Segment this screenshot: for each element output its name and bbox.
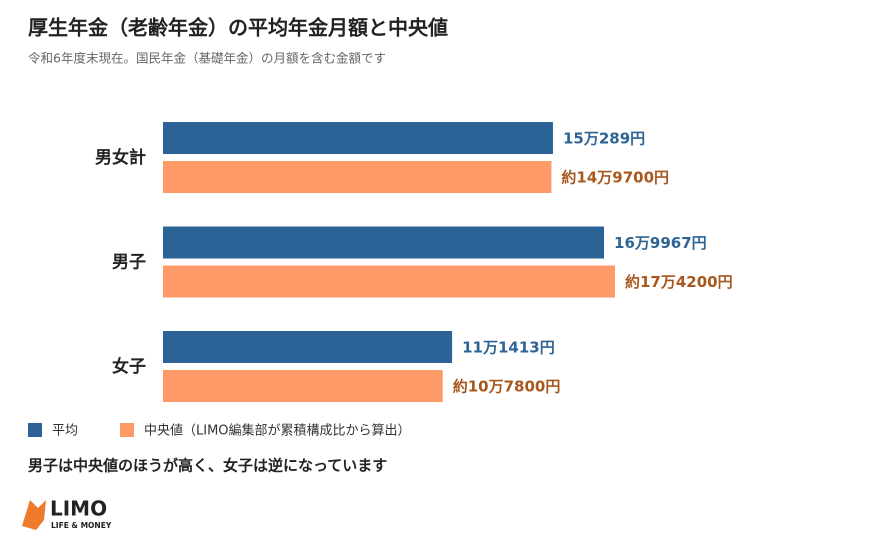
chart-subtitle: 令和6年度末現在。国民年金（基礎年金）の月額を含む金額です bbox=[28, 51, 386, 66]
bar bbox=[163, 265, 615, 298]
logo-name: LIMO bbox=[50, 497, 107, 521]
chart-title: 厚生年金（老齢年金）の平均年金月額と中央値 bbox=[28, 16, 448, 40]
value-label: 約14万9700円 bbox=[561, 169, 669, 187]
legend-swatch bbox=[120, 423, 135, 437]
note: 男子は中央値のほうが高く、女子は逆になっています bbox=[28, 457, 387, 475]
legend-label: 平均 bbox=[52, 424, 78, 439]
value-label: 11万1413円 bbox=[462, 339, 555, 357]
bar bbox=[163, 161, 552, 193]
bar bbox=[163, 122, 553, 154]
bar bbox=[163, 370, 443, 402]
value-label: 15万289円 bbox=[563, 130, 645, 148]
category-label: 男女計 bbox=[95, 147, 146, 168]
legend-label: 中央値（LIMO編集部が累積構成比から算出） bbox=[144, 423, 411, 439]
value-label: 約17万4200円 bbox=[625, 273, 733, 291]
category-label: 女子 bbox=[112, 356, 146, 377]
category-label: 男子 bbox=[112, 253, 146, 273]
logo-icon bbox=[22, 500, 46, 530]
legend-swatch bbox=[28, 423, 42, 437]
logo: LIMO LIFE & MONEY bbox=[22, 497, 112, 530]
bar bbox=[163, 331, 453, 363]
bar bbox=[163, 226, 605, 259]
value-label: 約10万7800円 bbox=[453, 378, 561, 396]
value-label: 16万9967円 bbox=[614, 234, 707, 252]
logo-tagline: LIFE & MONEY bbox=[51, 521, 112, 530]
